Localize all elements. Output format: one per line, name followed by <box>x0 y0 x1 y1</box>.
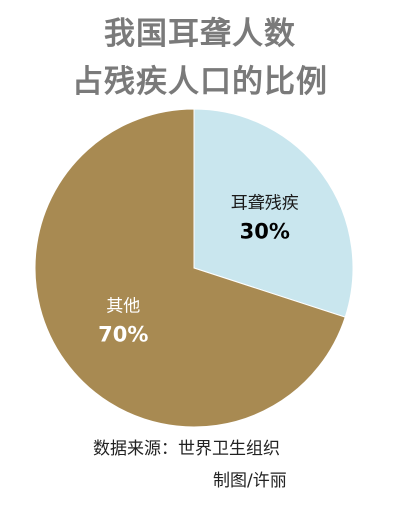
slice-label-1: 耳聋残疾 <box>231 194 299 214</box>
chart-title-line-1: 我国耳聋人数 <box>104 16 296 52</box>
graphic-credit: 制图/许丽 <box>213 471 287 491</box>
pie-slice-1 <box>193 108 354 318</box>
slice-label-2: 其他 <box>106 296 140 316</box>
data-source-note: 数据来源：世界卫生组织 <box>93 439 280 459</box>
chart-title-line-2: 占残疾人口的比例 <box>72 64 328 100</box>
slice-value-2: 70% <box>98 322 148 346</box>
slice-value-1: 30% <box>240 220 290 244</box>
pie-slice-2 <box>34 108 346 428</box>
